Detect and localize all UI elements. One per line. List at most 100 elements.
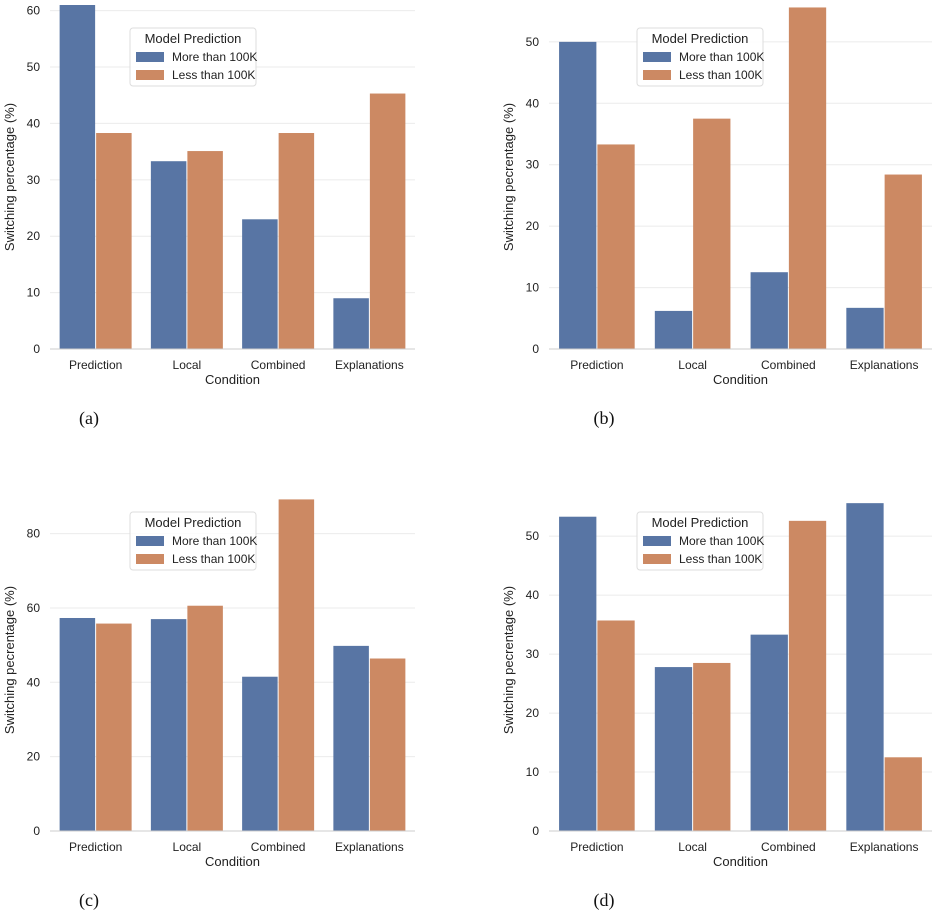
legend-label-more-than-100k: More than 100K [172,50,257,64]
y-tick-label: 0 [33,342,40,356]
x-tick-label: Prediction [69,358,122,372]
bar-more-than-100k-local [654,667,693,831]
y-tick-label: 20 [27,750,41,764]
bar-more-than-100k-combined [750,272,788,349]
y-tick-label: 10 [526,765,540,779]
legend: Model Prediction More than 100K Less than … [129,27,257,87]
x-axis-label: Condition [205,372,260,387]
y-tick-label: 30 [526,158,540,172]
x-tick-label: Local [173,840,202,854]
bar-more-than-100k-local [150,161,187,349]
x-tick-label: Prediction [69,840,122,854]
chart-panel-b: 0 10 20 30 40 50 Prediction Local Combined Explan… [467,0,935,390]
legend-label-more-than-100k: More than 100K [172,534,257,548]
y-axis-label: Switching percentage (%) [2,103,17,251]
x-tick-label: Combined [761,358,816,372]
legend: Model Prediction More than 100K Less than … [129,511,257,571]
y-tick-label: 20 [526,706,540,720]
y-tick-label: 10 [27,286,41,300]
chart-d: 0 10 20 30 40 50 Prediction Local Combined Explan… [501,503,932,869]
bar-less-than-100k-combined [278,133,315,349]
bar-less-than-100k-prediction [96,133,132,349]
bar-less-than-100k-explanations [369,658,406,831]
bar-more-than-100k-explanations [846,307,884,349]
legend-swatch-less-than-100k [643,554,671,564]
x-tick-label: Prediction [570,840,623,854]
bar-less-than-100k-combined [278,499,315,831]
chart-panel-a: 0 10 20 30 40 50 60 Prediction Local Combined Expl… [0,0,467,390]
y-tick-label: 40 [27,116,41,130]
y-tick-label: 40 [27,675,41,689]
chart-b: 0 10 20 30 40 50 Prediction Local Combined Explan… [501,7,932,387]
legend-label-more-than-100k: More than 100K [679,50,764,64]
legend-swatch-more-than-100k [136,536,164,546]
bar-less-than-100k-local [187,151,223,349]
y-tick-label: 20 [27,229,41,243]
y-tick-label: 0 [33,824,40,838]
legend-label-less-than-100k: Less than 100K [172,68,255,82]
bar-less-than-100k-combined [788,520,827,831]
bar-less-than-100k-prediction [597,144,635,349]
legend-title: Model Prediction [145,31,242,46]
y-tick-label: 80 [27,527,41,541]
caption-a: (a) [79,408,99,428]
y-tick-label: 10 [526,281,540,295]
x-tick-label: Explanations [335,840,404,854]
caption-c: (c) [79,890,99,910]
bar-less-than-100k-prediction [96,623,132,831]
bar-more-than-100k-prediction [559,516,597,831]
legend-label-less-than-100k: Less than 100K [679,68,762,82]
legend-title: Model Prediction [652,31,749,46]
chart-panel-c: 0 20 40 60 80 Prediction Local Combined Explanat… [0,480,467,870]
x-tick-label: Explanations [850,358,919,372]
x-tick-label: Prediction [570,358,623,372]
y-tick-label: 50 [526,529,540,543]
bar-more-than-100k-local [150,619,187,831]
y-axis-label: Switching pecrentage (%) [2,586,17,734]
legend-label-more-than-100k: More than 100K [679,534,764,548]
bar-more-than-100k-prediction [59,5,96,349]
bar-less-than-100k-explanations [884,757,922,831]
legend-title: Model Prediction [652,515,749,530]
bar-more-than-100k-combined [750,634,788,831]
y-tick-label: 40 [526,96,540,110]
legend-label-less-than-100k: Less than 100K [679,552,762,566]
x-axis-label: Condition [713,372,768,387]
x-tick-label: Local [678,358,707,372]
chart-c: 0 20 40 60 80 Prediction Local Combined Explanat… [2,499,415,869]
x-axis-label: Condition [713,854,768,869]
bar-less-than-100k-local [693,662,731,831]
x-axis-label: Condition [205,854,260,869]
bar-more-than-100k-combined [242,676,278,831]
bar-less-than-100k-explanations [884,174,922,349]
y-tick-label: 20 [526,219,540,233]
bar-more-than-100k-explanations [846,503,884,831]
y-tick-label: 60 [27,601,41,615]
legend: Model Prediction More than 100K Less than … [636,27,764,87]
y-tick-label: 50 [526,35,540,49]
chart-panel-d: 0 10 20 30 40 50 Prediction Local Combined Explan… [467,480,935,870]
legend: Model Prediction More than 100K Less than … [636,511,764,571]
legend-title: Model Prediction [145,515,242,530]
caption-b: (b) [593,408,615,428]
bar-more-than-100k-combined [242,219,278,349]
x-tick-label: Combined [251,358,306,372]
legend-swatch-more-than-100k [643,52,671,62]
bar-more-than-100k-local [654,310,693,349]
y-tick-label: 50 [27,60,41,74]
x-tick-label: Explanations [335,358,404,372]
bar-more-than-100k-explanations [333,645,369,831]
legend-swatch-more-than-100k [136,52,164,62]
legend-label-less-than-100k: Less than 100K [172,552,255,566]
legend-swatch-more-than-100k [643,536,671,546]
y-tick-label: 60 [27,4,41,18]
x-tick-label: Combined [251,840,306,854]
y-tick-label: 0 [532,342,539,356]
chart-a: 0 10 20 30 40 50 60 Prediction Local Combined Expl… [2,4,415,387]
legend-swatch-less-than-100k [136,70,164,80]
x-tick-label: Local [678,840,707,854]
x-tick-label: Local [173,358,202,372]
y-tick-label: 30 [27,173,41,187]
y-tick-label: 30 [526,647,540,661]
caption-d: (d) [593,890,615,910]
